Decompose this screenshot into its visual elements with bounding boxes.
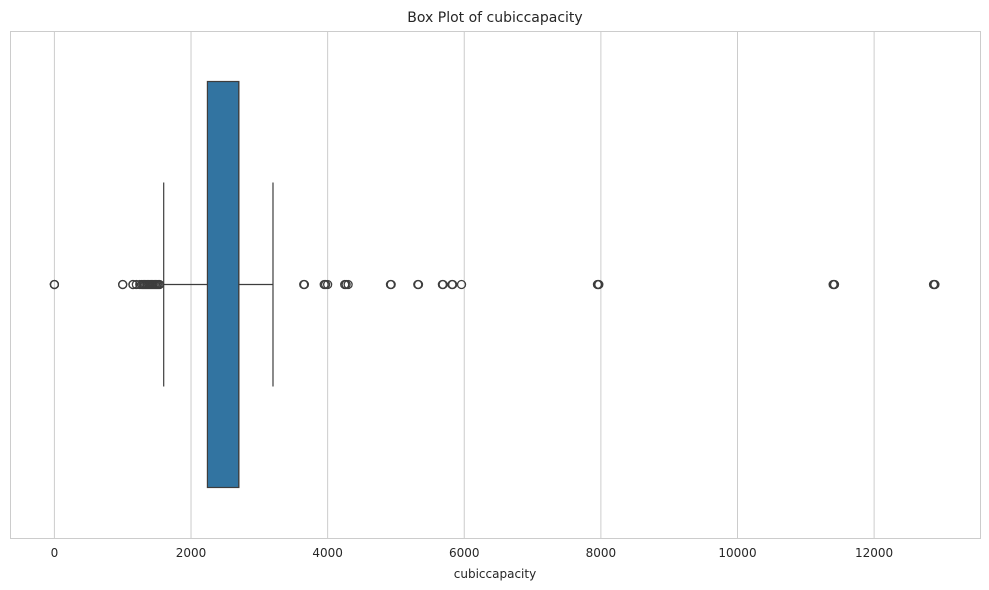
outlier-point	[49, 279, 60, 290]
x-tick-label: 8000	[586, 546, 617, 560]
x-tick-label: 4000	[312, 546, 343, 560]
x-tick-label: 6000	[449, 546, 480, 560]
box-group	[206, 80, 240, 489]
chart-title: Box Plot of cubiccapacity	[407, 10, 582, 26]
outlier-point	[413, 279, 424, 290]
outlier-point	[322, 279, 333, 290]
x-axis-ticks: 0 2000 4000 6000 8000 10000 12000	[51, 546, 894, 560]
outlier-point	[594, 279, 604, 290]
outlier-point	[447, 279, 458, 290]
plot-area-frame	[10, 31, 981, 539]
outlier-point	[154, 279, 165, 290]
x-tick-label: 10000	[718, 546, 756, 560]
outlier-point	[343, 279, 353, 290]
outlier-point	[456, 279, 467, 290]
outlier-point	[128, 279, 138, 290]
outlier-point	[118, 279, 128, 290]
outliers	[49, 279, 940, 290]
iqr-box	[206, 80, 240, 489]
outlier-point	[930, 279, 940, 290]
x-tick-label: 0	[51, 546, 59, 560]
x-tick-label: 12000	[855, 546, 893, 560]
outlier-point	[386, 279, 396, 290]
x-tick-label: 2000	[176, 546, 207, 560]
outlier-point	[829, 279, 840, 290]
x-axis-label: cubiccapacity	[454, 567, 536, 581]
outlier-point	[299, 279, 310, 290]
outlier-point	[438, 279, 448, 290]
